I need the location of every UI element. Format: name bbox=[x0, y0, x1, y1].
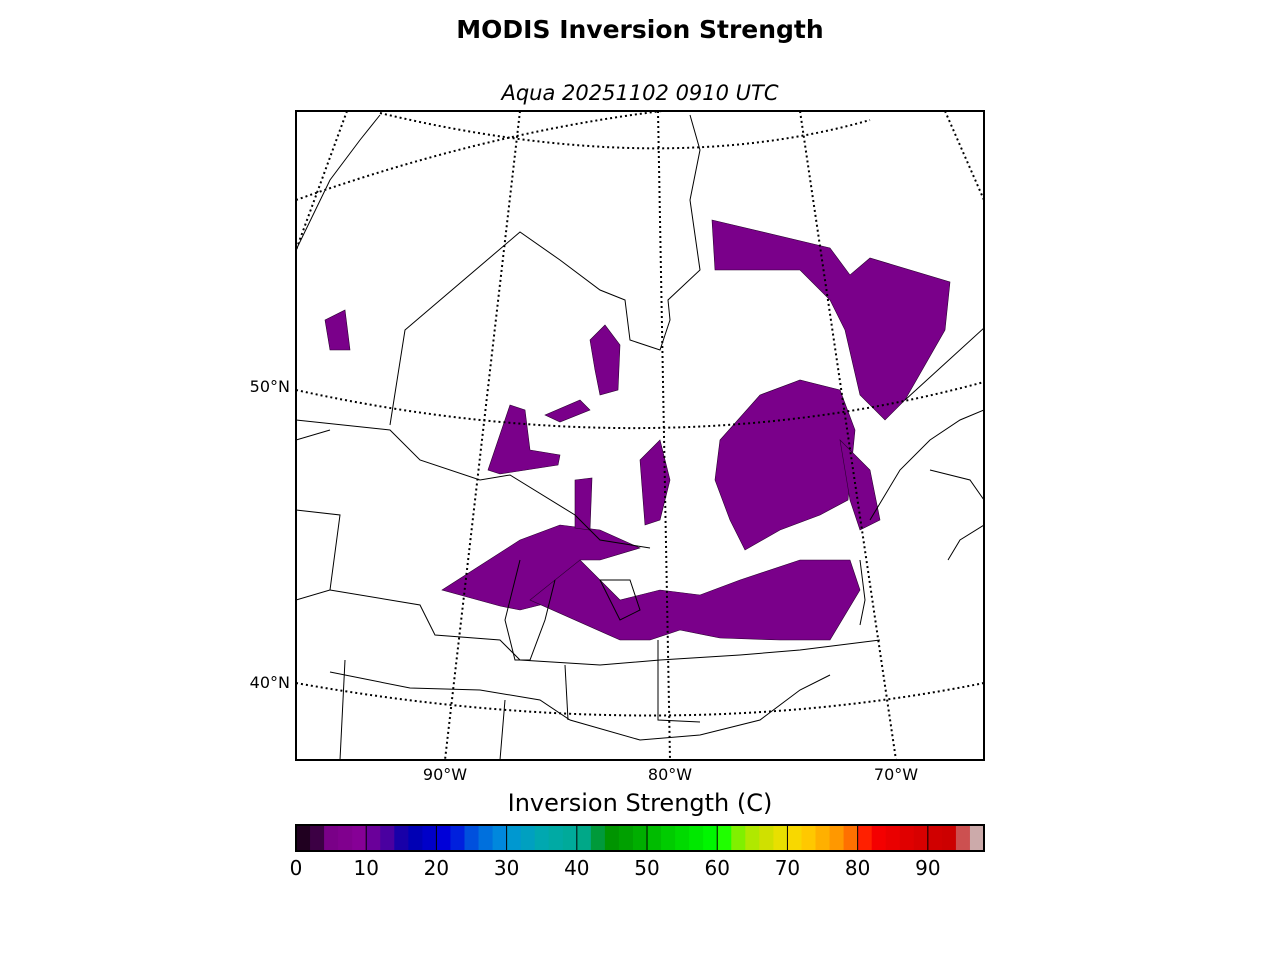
colorbar-segment bbox=[787, 825, 802, 851]
colorbar-tick-label: 80 bbox=[845, 856, 870, 880]
colorbar-segment bbox=[408, 825, 423, 851]
colorbar-segment bbox=[885, 825, 901, 851]
colorbar-segment bbox=[492, 825, 508, 851]
colorbar-segment bbox=[590, 825, 606, 851]
colorbar-tick-label: 0 bbox=[290, 856, 303, 880]
colorbar-segment bbox=[941, 825, 957, 851]
lat-label: 40°N bbox=[250, 673, 290, 692]
colorbar-segment bbox=[969, 825, 985, 851]
lon-label: 80°W bbox=[648, 765, 692, 784]
colorbar-segment bbox=[843, 825, 859, 851]
colorbar-segment bbox=[689, 825, 704, 851]
colorbar-tick-label: 70 bbox=[775, 856, 800, 880]
colorbar-segment bbox=[913, 825, 929, 851]
colorbar-segment bbox=[927, 825, 943, 851]
colorbar-segment bbox=[380, 825, 395, 851]
colorbar-segment bbox=[618, 825, 634, 851]
colorbar-segment bbox=[436, 825, 451, 851]
colorbar-segment bbox=[717, 825, 732, 851]
colorbar-frame bbox=[295, 824, 985, 852]
colorbar-segment bbox=[324, 825, 339, 851]
colorbar-segment bbox=[450, 825, 465, 851]
colorbar-segment bbox=[296, 825, 311, 851]
colorbar-segment bbox=[506, 825, 522, 851]
colorbar-segment bbox=[899, 825, 915, 851]
colorbar-segment bbox=[338, 825, 353, 851]
colorbar-segment bbox=[310, 825, 325, 851]
colorbar-segment bbox=[955, 825, 971, 851]
colorbar-segment bbox=[422, 825, 437, 851]
colorbar-segment bbox=[464, 825, 480, 851]
colorbar-tick-label: 50 bbox=[634, 856, 659, 880]
colorbar-segment bbox=[604, 825, 620, 851]
colorbar-segment bbox=[675, 825, 690, 851]
colorbar-segment bbox=[520, 825, 536, 851]
colorbar-tick-label: 60 bbox=[704, 856, 729, 880]
colorbar-label: Inversion Strength (C) bbox=[508, 789, 773, 817]
colorbar-segment bbox=[815, 825, 831, 851]
colorbar-segment bbox=[871, 825, 887, 851]
colorbar-segment bbox=[773, 825, 788, 851]
inversion-field bbox=[324, 219, 951, 641]
colorbar-segment bbox=[661, 825, 676, 851]
colorbar: 0 10 20 30 40 50 60 70 80 90 bbox=[290, 824, 985, 880]
colorbar-segment bbox=[394, 825, 409, 851]
colorbar-segment bbox=[745, 825, 760, 851]
colorbar-segment bbox=[534, 825, 550, 851]
colorbar-segment bbox=[478, 825, 494, 851]
colorbar-segment bbox=[576, 825, 592, 851]
colorbar-segment bbox=[366, 825, 381, 851]
title: MODIS Inversion Strength bbox=[456, 15, 823, 44]
map bbox=[296, 111, 984, 760]
lon-label: 70°W bbox=[874, 765, 918, 784]
colorbar-segment bbox=[759, 825, 774, 851]
colorbar-segment bbox=[731, 825, 746, 851]
colorbar-segment bbox=[703, 825, 718, 851]
colorbar-tick-label: 10 bbox=[353, 856, 378, 880]
lon-label: 90°W bbox=[423, 765, 467, 784]
colorbar-tick-label: 90 bbox=[915, 856, 940, 880]
map-frame bbox=[295, 110, 985, 761]
colorbar-tick-label: 20 bbox=[424, 856, 449, 880]
boundaries bbox=[296, 114, 984, 760]
colorbar-tick-label: 30 bbox=[494, 856, 519, 880]
lat-label: 50°N bbox=[250, 377, 290, 396]
colorbar-segment bbox=[562, 825, 578, 851]
colorbar-tick-label: 40 bbox=[564, 856, 589, 880]
colorbar-segment bbox=[632, 825, 648, 851]
colorbar-segment bbox=[857, 825, 873, 851]
subtitle: Aqua 20251102 0910 UTC bbox=[499, 81, 778, 105]
colorbar-segment bbox=[548, 825, 564, 851]
colorbar-segment bbox=[647, 825, 662, 851]
colorbar-segment bbox=[352, 825, 367, 851]
colorbar-segment bbox=[829, 825, 845, 851]
colorbar-segment bbox=[801, 825, 817, 851]
graticule bbox=[296, 111, 984, 760]
